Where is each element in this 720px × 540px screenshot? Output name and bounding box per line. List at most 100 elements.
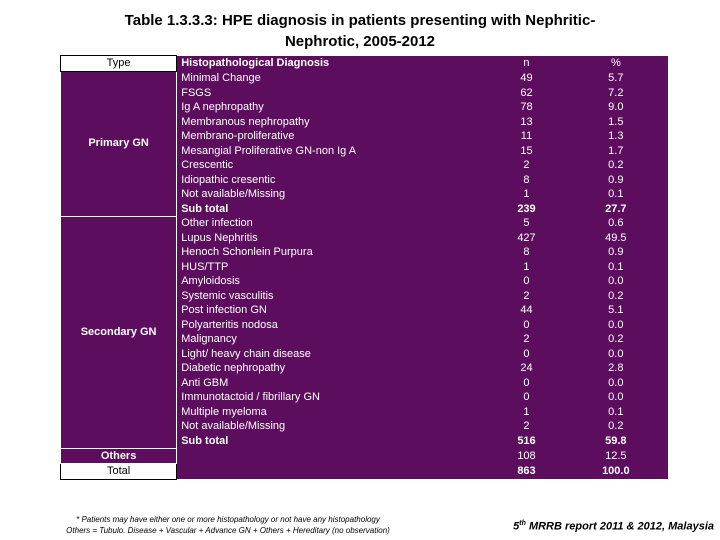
- diagnosis-cell: Crescentic: [176, 158, 489, 173]
- pct-cell: 0.6: [564, 216, 668, 231]
- table-row: Membranous nephropathy 13 1.5: [61, 114, 668, 129]
- n-cell: 0: [488, 317, 565, 332]
- n-cell: 427: [488, 230, 565, 245]
- n-cell: 239: [488, 201, 565, 216]
- table-row: Malignancy 2 0.2: [61, 332, 668, 347]
- diagnosis-cell: Lupus Nephritis: [176, 230, 489, 245]
- diagnosis-cell: Sub total: [176, 201, 489, 216]
- n-cell: 44: [488, 303, 565, 318]
- n-cell: 13: [488, 114, 565, 129]
- diagnosis-cell: Minimal Change: [176, 71, 489, 86]
- table-row: Sub total 516 59.8: [61, 433, 668, 448]
- diagnosis-cell: Diabetic nephropathy: [176, 361, 489, 376]
- table-row: Primary GN Minimal Change 49 5.7: [59, 70, 668, 217]
- total-diagnosis-cell: [176, 463, 489, 479]
- n-cell: 2: [488, 332, 565, 347]
- others-row: Others 108 12.5: [59, 447, 668, 464]
- pct-cell: 0.1: [564, 259, 668, 274]
- table-row: Anti GBM 0 0.0: [61, 375, 668, 390]
- diagnosis-cell: Post infection GN: [176, 303, 489, 318]
- header-n: n: [488, 55, 565, 71]
- diagnosis-cell: HUS/TTP: [176, 259, 489, 274]
- table-row: Multiple myeloma 1 0.1: [61, 404, 668, 419]
- diagnosis-cell: Light/ heavy chain disease: [176, 346, 489, 361]
- pct-cell: 59.8: [564, 433, 668, 448]
- others-type-label: Others: [59, 447, 178, 464]
- diagnosis-cell: Amyloidosis: [176, 274, 489, 289]
- pct-cell: 0.0: [564, 346, 668, 361]
- pct-cell: 0.2: [564, 332, 668, 347]
- total-row: Total 863 100.0: [59, 463, 668, 480]
- others-diagnosis-cell: [176, 448, 489, 464]
- n-cell: 516: [488, 433, 565, 448]
- total-pct-cell: 100.0: [564, 463, 668, 479]
- pct-cell: 0.0: [564, 375, 668, 390]
- n-cell: 1: [488, 404, 565, 419]
- report-source-text: MRRB report 2011 & 2012, Malaysia: [525, 520, 714, 533]
- pct-cell: 0.9: [564, 245, 668, 260]
- pct-cell: 1.7: [564, 143, 668, 158]
- diagnosis-table: Type Histopathological Diagnosis n % Pri…: [59, 55, 668, 480]
- n-cell: 8: [488, 172, 565, 187]
- n-cell: 15: [488, 143, 565, 158]
- footnote-line-1: * Patients may have either one or more h…: [76, 515, 380, 524]
- title-line-1: Table 1.3.3.3: HPE diagnosis in patients…: [124, 12, 596, 29]
- diagnosis-cell: Anti GBM: [176, 375, 489, 390]
- n-cell: 2: [488, 419, 565, 434]
- diagnosis-cell: Other infection: [176, 216, 489, 231]
- pct-cell: 9.0: [564, 100, 668, 115]
- header-pct: %: [564, 55, 668, 71]
- diagnosis-cell: Sub total: [176, 433, 489, 448]
- pct-cell: 1.5: [564, 114, 668, 129]
- pct-cell: 0.1: [564, 187, 668, 202]
- table-row: Post infection GN 44 5.1: [61, 303, 668, 318]
- others-pct-cell: 12.5: [564, 448, 668, 464]
- pct-cell: 27.7: [564, 201, 668, 216]
- table-row: Amyloidosis 0 0.0: [61, 274, 668, 289]
- diagnosis-cell: Polyarteritis nodosa: [176, 317, 489, 332]
- diagnosis-cell: Not available/Missing: [176, 187, 489, 202]
- table-row: Immunotactoid / fibrillary GN 0 0.0: [61, 390, 668, 405]
- footnote-line-2: Others = Tubulo. Disease + Vascular + Ad…: [66, 526, 390, 535]
- header-row: Type Histopathological Diagnosis n %: [59, 55, 668, 72]
- n-cell: 1: [488, 259, 565, 274]
- n-cell: 24: [488, 361, 565, 376]
- pct-cell: 2.8: [564, 361, 668, 376]
- diagnosis-cell: Immunotactoid / fibrillary GN: [176, 390, 489, 405]
- table-row: Sub total 239 27.7: [61, 201, 668, 216]
- diagnosis-cell: Henoch Schonlein Purpura: [176, 245, 489, 260]
- table-row: HUS/TTP 1 0.1: [61, 259, 668, 274]
- pct-cell: 5.7: [564, 71, 668, 86]
- pct-cell: 7.2: [564, 85, 668, 100]
- table-row: Crescentic 2 0.2: [61, 158, 668, 173]
- table-row: Light/ heavy chain disease 0 0.0: [61, 346, 668, 361]
- diagnosis-cell: Systemic vasculitis: [176, 288, 489, 303]
- table-row: Polyarteritis nodosa 0 0.0: [61, 317, 668, 332]
- pct-cell: 0.2: [564, 288, 668, 303]
- table-row: Membrano-proliferative 11 1.3: [61, 129, 668, 144]
- n-cell: 2: [488, 288, 565, 303]
- diagnosis-cell: Ig A nephropathy: [176, 100, 489, 115]
- pct-cell: 0.2: [564, 419, 668, 434]
- diagnosis-cell: Idiopathic cresentic: [176, 172, 489, 187]
- n-cell: 0: [488, 346, 565, 361]
- table-row: Ig A nephropathy 78 9.0: [61, 100, 668, 115]
- others-n-cell: 108: [488, 448, 565, 464]
- total-n-cell: 863: [488, 463, 565, 479]
- diagnosis-cell: FSGS: [176, 85, 489, 100]
- table-row: FSGS 62 7.2: [61, 85, 668, 100]
- report-source-number: 5: [513, 520, 520, 533]
- secondary-gn-type-label: Secondary GN: [59, 215, 178, 449]
- title-line-2: Nephrotic, 2005-2012: [284, 33, 436, 50]
- pct-cell: 0.0: [564, 317, 668, 332]
- diagnosis-cell: Membrano-proliferative: [176, 129, 489, 144]
- report-source-sup: th: [519, 520, 526, 527]
- table-row: Lupus Nephritis 427 49.5: [61, 230, 668, 245]
- n-cell: 78: [488, 100, 565, 115]
- n-cell: 0: [488, 274, 565, 289]
- pct-cell: 0.0: [564, 274, 668, 289]
- report-source: 5th MRRB report 2011 & 2012, Malaysia: [513, 520, 714, 533]
- pct-cell: 1.3: [564, 129, 668, 144]
- n-cell: 62: [488, 85, 565, 100]
